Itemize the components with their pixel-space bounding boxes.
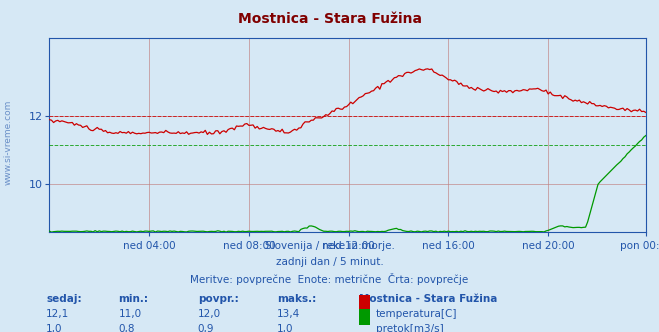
Text: Mostnica - Stara Fužina: Mostnica - Stara Fužina	[359, 294, 498, 304]
Text: maks.:: maks.:	[277, 294, 316, 304]
Text: Meritve: povprečne  Enote: metrične  Črta: povprečje: Meritve: povprečne Enote: metrične Črta:…	[190, 273, 469, 285]
Text: www.si-vreme.com: www.si-vreme.com	[4, 100, 13, 186]
Text: 12,0: 12,0	[198, 309, 221, 319]
Text: 1,0: 1,0	[277, 324, 293, 332]
Text: 11,0: 11,0	[119, 309, 142, 319]
Text: pretok[m3/s]: pretok[m3/s]	[376, 324, 444, 332]
Text: zadnji dan / 5 minut.: zadnji dan / 5 minut.	[275, 257, 384, 267]
Text: 12,1: 12,1	[46, 309, 69, 319]
Text: Slovenija / reke in morje.: Slovenija / reke in morje.	[264, 241, 395, 251]
Text: temperatura[C]: temperatura[C]	[376, 309, 457, 319]
Text: 0,8: 0,8	[119, 324, 135, 332]
Text: min.:: min.:	[119, 294, 149, 304]
Text: Mostnica - Stara Fužina: Mostnica - Stara Fužina	[237, 12, 422, 26]
Text: sedaj:: sedaj:	[46, 294, 82, 304]
Text: 1,0: 1,0	[46, 324, 63, 332]
Text: 13,4: 13,4	[277, 309, 300, 319]
Text: povpr.:: povpr.:	[198, 294, 239, 304]
Text: 0,9: 0,9	[198, 324, 214, 332]
